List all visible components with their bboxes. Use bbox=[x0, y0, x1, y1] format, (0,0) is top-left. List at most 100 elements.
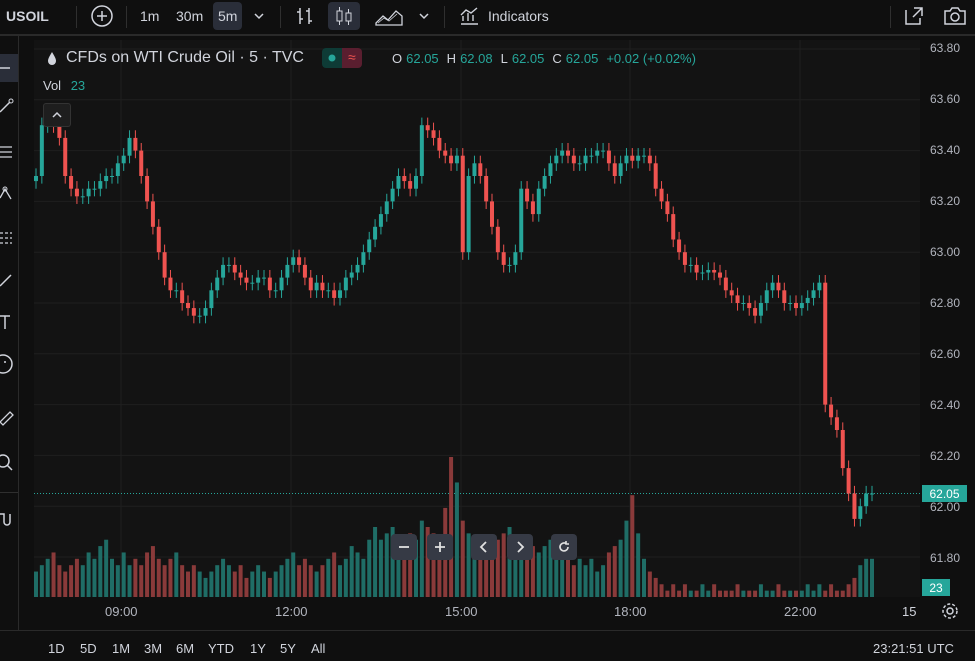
volume-bar bbox=[799, 590, 804, 597]
volume-bar bbox=[589, 558, 594, 597]
divider bbox=[0, 492, 18, 493]
candle-body bbox=[180, 290, 185, 303]
range-button-all[interactable]: All bbox=[311, 641, 326, 656]
ruler-icon[interactable] bbox=[0, 404, 18, 432]
candle-body bbox=[162, 252, 167, 278]
candle-body bbox=[332, 290, 337, 298]
volume-legend: Vol 23 bbox=[43, 78, 85, 93]
projection-tool-icon[interactable] bbox=[0, 224, 18, 252]
candle-body bbox=[788, 303, 793, 304]
volume-bar bbox=[209, 571, 214, 597]
pattern-tool-icon[interactable] bbox=[0, 180, 18, 208]
interval-5m[interactable]: 5m bbox=[213, 2, 243, 30]
range-button-5y[interactable]: 5Y bbox=[280, 641, 296, 656]
magnet-icon[interactable] bbox=[0, 506, 18, 534]
candle-body bbox=[694, 264, 699, 273]
volume-bar bbox=[495, 539, 500, 597]
volume-bar bbox=[180, 565, 185, 597]
zoom-icon[interactable] bbox=[0, 448, 18, 476]
market-status-toggle[interactable]: ≈ bbox=[321, 48, 362, 68]
volume-bar bbox=[378, 539, 383, 597]
reset-chart-button[interactable] bbox=[551, 534, 577, 560]
candle-body bbox=[864, 493, 869, 507]
volume-bar bbox=[811, 590, 816, 597]
candle-body bbox=[338, 290, 342, 298]
zoom-out-button[interactable] bbox=[391, 534, 417, 560]
range-button-3m[interactable]: 3M bbox=[144, 641, 163, 656]
price-axis[interactable] bbox=[920, 40, 975, 597]
candle-body bbox=[840, 430, 845, 469]
volume-bar bbox=[326, 558, 331, 597]
chevron-up-icon bbox=[52, 111, 62, 118]
candles-style-icon[interactable] bbox=[328, 2, 360, 30]
compare-add-icon[interactable] bbox=[90, 0, 114, 32]
volume-bar bbox=[466, 533, 471, 597]
range-button-1y[interactable]: 1Y bbox=[250, 641, 266, 656]
collapse-legend-button[interactable] bbox=[43, 103, 71, 127]
price-chart[interactable] bbox=[34, 40, 920, 597]
camera-icon[interactable] bbox=[942, 0, 968, 32]
trend-line-icon[interactable] bbox=[0, 92, 18, 120]
fib-tool-icon[interactable] bbox=[0, 138, 18, 166]
chart-pane[interactable] bbox=[34, 40, 920, 597]
candle-body bbox=[741, 303, 746, 304]
current-price-label: 62.05 bbox=[922, 485, 967, 502]
volume-bar bbox=[139, 565, 144, 597]
settings-gear-icon[interactable] bbox=[941, 602, 959, 625]
emoji-icon[interactable] bbox=[0, 350, 18, 378]
volume-bar bbox=[437, 539, 442, 597]
chart-type-chevron-icon[interactable] bbox=[418, 0, 430, 32]
volume-bar bbox=[262, 571, 266, 597]
interval-30m[interactable]: 30m bbox=[176, 8, 204, 24]
bar-style-icon[interactable] bbox=[294, 0, 316, 32]
brush-icon[interactable] bbox=[0, 266, 18, 294]
volume-bar bbox=[279, 565, 284, 597]
range-button-ytd[interactable]: YTD bbox=[208, 641, 234, 656]
scroll-left-button[interactable] bbox=[471, 534, 497, 560]
price-tick: 63.40 bbox=[930, 143, 961, 157]
candle-body bbox=[530, 201, 535, 215]
scroll-right-button[interactable] bbox=[507, 534, 533, 560]
volume-bar bbox=[408, 533, 413, 597]
interval-1m[interactable]: 1m bbox=[140, 8, 160, 24]
divider bbox=[76, 6, 77, 28]
volume-bar bbox=[285, 558, 290, 597]
indicators-button[interactable]: Indicators bbox=[488, 8, 549, 24]
zoom-in-button[interactable] bbox=[427, 534, 453, 560]
open-in-new-window-icon[interactable] bbox=[902, 0, 926, 32]
candle-body bbox=[729, 290, 734, 296]
text-tool-icon[interactable] bbox=[0, 308, 18, 336]
range-button-6m[interactable]: 6M bbox=[176, 641, 195, 656]
crosshair-icon[interactable] bbox=[0, 54, 18, 82]
volume-bar bbox=[560, 552, 565, 597]
indicators-icon[interactable] bbox=[458, 0, 480, 32]
volume-bar bbox=[226, 565, 231, 597]
range-button-1d[interactable]: 1D bbox=[48, 641, 65, 656]
candle-body bbox=[794, 303, 798, 309]
candle-body bbox=[133, 137, 138, 151]
candle-body bbox=[671, 214, 676, 240]
candle-body bbox=[554, 155, 559, 164]
range-button-5d[interactable]: 5D bbox=[80, 641, 97, 656]
candle-body bbox=[308, 277, 313, 291]
interval-dropdown-chevron-icon[interactable] bbox=[253, 0, 265, 32]
volume-bar bbox=[197, 571, 202, 597]
time-label: 12:00 bbox=[275, 604, 308, 619]
volume-bar bbox=[396, 539, 401, 597]
clock[interactable]: 23:21:51 UTC bbox=[873, 641, 954, 656]
range-button-1m[interactable]: 1M bbox=[112, 641, 131, 656]
candle-body bbox=[86, 188, 91, 197]
price-tick: 63.00 bbox=[930, 245, 961, 259]
volume-bar bbox=[150, 546, 155, 597]
candle-body bbox=[630, 155, 635, 161]
area-style-icon[interactable] bbox=[374, 0, 404, 32]
volume-bar bbox=[373, 527, 378, 597]
timezone-offset[interactable]: 15 bbox=[902, 604, 917, 619]
candle-body bbox=[677, 239, 682, 253]
candle-body bbox=[606, 150, 611, 164]
low-label: L bbox=[500, 51, 508, 66]
volume-bar bbox=[805, 584, 810, 597]
candle-body bbox=[110, 176, 114, 177]
volume-bar bbox=[688, 590, 693, 597]
symbol-search[interactable]: USOIL bbox=[6, 8, 49, 24]
